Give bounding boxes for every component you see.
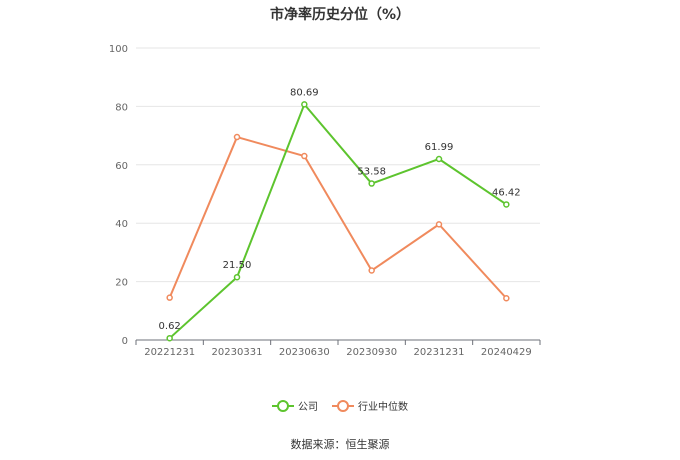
series-point-1 [503,294,510,302]
chart-legend: 公司 行业中位数 [0,398,680,413]
data-label: 61.99 [425,142,454,153]
series-point-0 [503,201,510,208]
x-tick-label: 20240429 [481,347,532,358]
legend-item-industry-median[interactable]: 行业中位数 [332,398,408,413]
legend-label-industry-median: 行业中位数 [358,402,408,413]
legend-dot-industry-median [337,399,349,412]
legend-marker-industry-median [332,399,354,412]
y-tick-label: 80 [115,102,128,113]
series-line-1 [168,136,508,299]
series-point-0 [301,101,308,108]
series-point-1 [368,267,375,274]
y-tick-label: 20 [115,278,128,289]
legend-item-company[interactable]: 公司 [272,398,318,413]
legend-marker-company [272,399,294,412]
x-tick-label: 20230930 [346,347,397,358]
series-point-0 [233,273,241,281]
data-label: 0.62 [159,321,181,332]
series-point-0 [166,334,173,342]
series-point-1 [435,221,443,228]
x-tick-label: 20231231 [414,347,465,358]
series-point-1 [301,152,308,160]
y-tick-label: 100 [109,44,128,55]
y-tick-label: 0 [122,336,128,347]
x-tick-label: 20230630 [279,347,330,358]
x-tick-label: 20230331 [212,347,263,358]
series-point-0 [368,180,375,187]
data-label: 21.50 [223,260,252,271]
legend-dot-company [277,399,289,412]
y-tick-label: 40 [115,219,128,230]
series-point-1 [233,133,241,141]
y-tick-label: 60 [115,161,128,172]
x-tick-label: 20221231 [144,347,195,358]
series-line-0 [168,103,507,339]
series-point-1 [166,294,173,301]
data-label: 80.69 [290,87,319,98]
data-label: 53.58 [357,167,386,178]
series-point-0 [435,155,443,163]
legend-label-company: 公司 [298,402,318,413]
source-note: 数据来源：恒生聚源 [290,438,390,451]
data-label: 46.42 [492,187,521,198]
chart-title: 市净率历史分位（%） [269,7,411,23]
